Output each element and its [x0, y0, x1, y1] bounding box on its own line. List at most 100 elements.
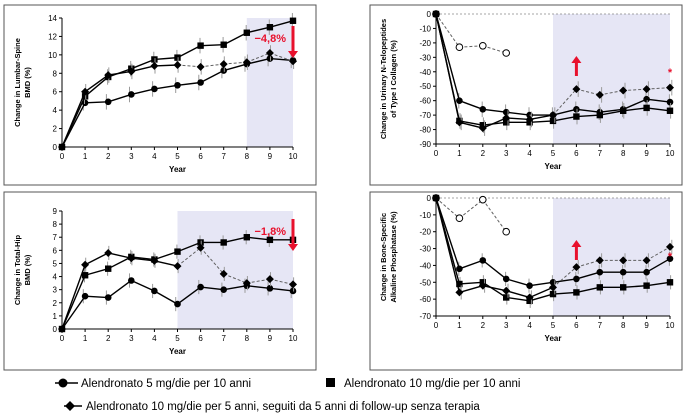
y-tick-label: 0: [427, 194, 432, 203]
data-point: [220, 286, 227, 293]
data-point: [455, 288, 464, 297]
series-segment: [154, 84, 178, 90]
y-tick-label: 0: [53, 325, 58, 334]
series-segment: [154, 56, 178, 61]
series-segment: [529, 120, 554, 124]
data-point: [642, 85, 651, 94]
x-tick-label: 10: [289, 334, 298, 343]
data-point: [666, 279, 674, 286]
data-point: [478, 124, 487, 133]
x-tick-label: 2: [106, 334, 111, 343]
data-point: [266, 24, 274, 31]
legend-item-circle: Alendronato 5 mg/die per 10 anni: [55, 378, 251, 390]
data-point: [104, 248, 113, 257]
series-segment: [61, 91, 86, 148]
data-point: [549, 290, 557, 298]
series-segment: [200, 63, 224, 68]
y-axis-title-line: Change in Lumbar-Spine: [13, 38, 22, 127]
series-segment: [599, 90, 624, 96]
y-tick-label: -90: [419, 140, 431, 149]
x-tick-label: 4: [152, 152, 157, 161]
series-segment: [154, 250, 178, 261]
legend: Alendronato 5 mg/die per 10 anni Alendro…: [55, 378, 520, 413]
y-tick-label: -10: [419, 211, 431, 220]
y-tick-label: -10: [419, 24, 431, 33]
y-tick-label: 1: [53, 312, 58, 321]
panel-hip: 0 1 2 3 4 5 6 7 8 9 0 1 2 3 4 5 6 7 8 9 10 Year Change in Tota…: [3, 191, 317, 371]
series-segment: [529, 114, 554, 121]
y-tick-label: -30: [419, 53, 431, 62]
data-point: [502, 275, 510, 283]
series-segment: [506, 296, 530, 302]
series-segment: [131, 257, 155, 262]
series-segment: [506, 111, 530, 116]
x-tick-label: 1: [83, 334, 88, 343]
x-tick-label: 4: [152, 334, 157, 343]
panel-bsap: 0-10-20-30-40-50-60-700 1 2 3 4 5 6 7 8 9 10YearCh…: [369, 191, 683, 371]
x-tick-label: 2: [481, 149, 486, 158]
data-point: [128, 277, 135, 284]
data-point: [174, 248, 181, 255]
legend-label-circle: Alendronato 5 mg/die per 10 anni: [81, 378, 251, 390]
x-tick-label: 9: [644, 149, 649, 158]
series-segment: [646, 281, 671, 287]
x-axis-title: Year: [545, 334, 562, 343]
series-segment: [246, 52, 271, 63]
y-tick-label: 2: [53, 299, 58, 308]
series-segment: [269, 52, 294, 62]
series-segment: [506, 278, 530, 287]
series-segment: [435, 13, 461, 123]
significance-star: *: [668, 251, 673, 263]
series-segment: [246, 57, 271, 65]
series-segment: [154, 64, 178, 67]
data-point: [265, 275, 274, 284]
data-point: [503, 119, 510, 126]
series-segment: [482, 117, 507, 129]
series-segment: [459, 45, 483, 48]
data-point: [619, 268, 627, 276]
series-segment: [177, 81, 201, 86]
series-segment: [107, 256, 132, 270]
y-axis-title-line: Alkaline Phosphatase (%): [389, 211, 398, 303]
series-segment: [177, 64, 201, 68]
x-tick-label: 10: [666, 149, 675, 158]
data-point: [174, 54, 181, 61]
series-segment: [131, 65, 155, 73]
series-segment: [646, 98, 671, 103]
series-segment: [61, 295, 86, 330]
series-segment: [108, 70, 132, 76]
data-point: [643, 268, 650, 276]
series-segment: [435, 13, 460, 48]
legend-marker-square: [326, 378, 335, 387]
x-tick-label: 5: [175, 334, 180, 343]
x-tick-label: 9: [644, 321, 649, 330]
x-tick-label: 3: [129, 152, 134, 161]
series-segment: [223, 32, 248, 46]
data-point: [196, 243, 205, 252]
x-tick-label: 7: [598, 321, 603, 330]
data-point: [595, 256, 604, 265]
legend-marker-circle: [58, 378, 68, 388]
data-point: [619, 256, 628, 265]
y-axis-title-line: Change in Bone-Specific: [379, 213, 388, 301]
data-point: [196, 62, 205, 71]
data-point: [549, 117, 557, 125]
series-segment: [107, 279, 132, 299]
series-segment: [435, 197, 460, 219]
y-tick-label: 4: [53, 273, 58, 282]
x-tick-label: 1: [457, 149, 462, 158]
data-point: [174, 300, 181, 308]
x-tick-label: 2: [106, 152, 111, 161]
y-tick-label: -30: [419, 245, 431, 254]
shaded-region: [553, 14, 670, 144]
data-point: [197, 239, 204, 246]
legend-label-diamond: Alendronato 10 mg/die per 5 anni, seguit…: [86, 401, 480, 413]
x-tick-label: 1: [83, 152, 88, 161]
y-tick-label: -20: [419, 39, 431, 48]
data-point: [173, 60, 182, 69]
series-segment: [459, 120, 483, 126]
series-segment: [482, 108, 507, 113]
y-tick-label: 6: [53, 88, 58, 97]
series-segment: [61, 264, 86, 330]
